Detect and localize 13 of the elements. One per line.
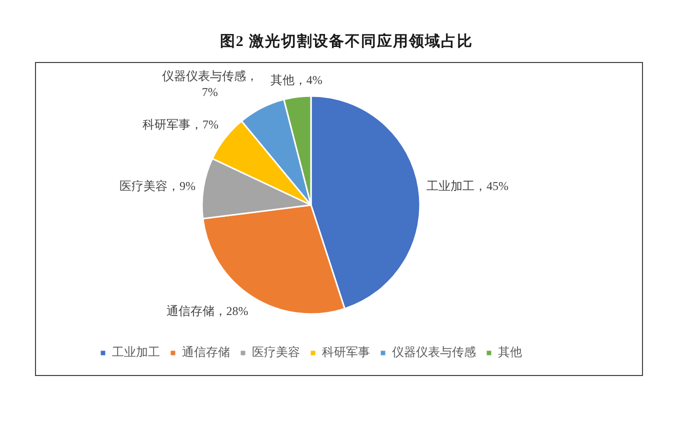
legend-label: 其他 xyxy=(498,345,522,360)
legend-label: 科研军事 xyxy=(322,345,370,360)
data-label: 工业加工，45% xyxy=(426,178,509,193)
chart-title: 图2 激光切割设备不同应用领域占比 xyxy=(218,32,474,51)
legend-label: 仪器仪表与传感 xyxy=(392,345,476,360)
legend-label: 工业加工 xyxy=(112,345,160,360)
data-label: 通信存储，28% xyxy=(166,304,248,318)
data-label: 仪器仪表与传感，7% xyxy=(162,68,258,99)
legend-label: 医疗美容 xyxy=(252,345,300,360)
data-label: 科研军事，7% xyxy=(142,117,219,132)
data-label: 其他，4% xyxy=(270,73,322,88)
legend-label: 通信存储 xyxy=(182,345,230,360)
data-label: 医疗美容，9% xyxy=(119,178,196,193)
